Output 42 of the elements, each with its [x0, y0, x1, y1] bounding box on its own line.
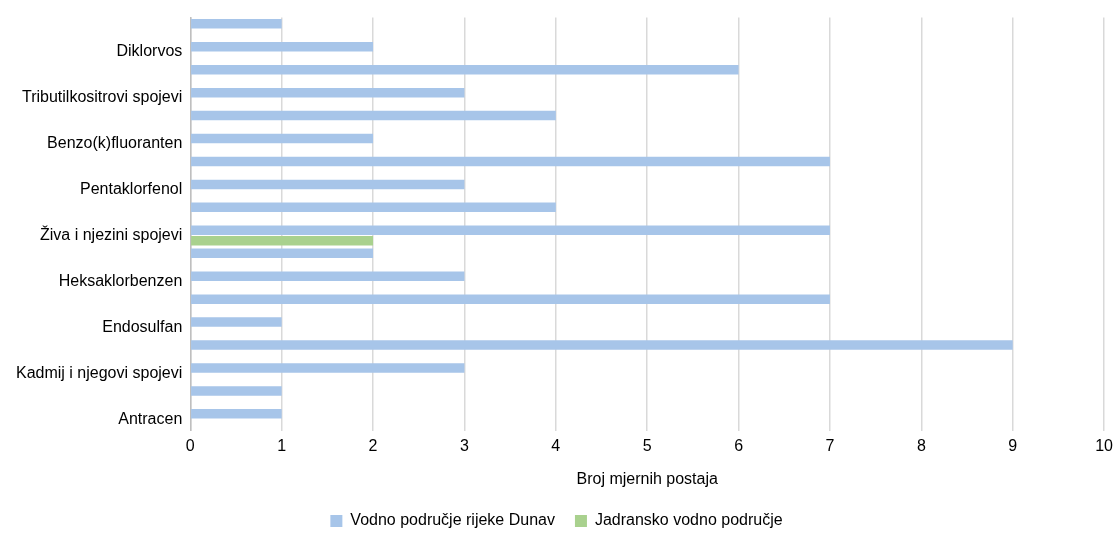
legend-label: Jadransko vodno područje — [594, 511, 783, 529]
x-tick-label: 6 — [734, 436, 744, 454]
bar — [191, 110, 556, 121]
bar — [191, 225, 830, 236]
bar — [191, 317, 282, 327]
x-tick-label: 10 — [1095, 436, 1114, 454]
y-tick-label: Kadmij i njegovi spojevi — [15, 363, 183, 381]
x-tick-label: 8 — [916, 436, 926, 454]
x-tick-label: 0 — [185, 436, 195, 454]
x-tick-label: 4 — [551, 436, 561, 454]
bar — [191, 133, 374, 144]
y-tick-label: Pentaklorfenol — [80, 180, 183, 198]
bar — [191, 41, 374, 52]
y-tick-label: Heksaklorbenzen — [58, 271, 183, 289]
bar — [191, 294, 830, 304]
bar — [191, 64, 739, 75]
x-tick-label: 3 — [459, 436, 469, 454]
x-tick-label: 7 — [825, 436, 835, 454]
bar — [191, 179, 465, 190]
y-tick-label: Benzo(k)fluoranten — [47, 134, 183, 152]
x-tick-label: 1 — [277, 436, 287, 454]
legend-label: Vodno područje rijeke Dunav — [350, 511, 555, 529]
y-tick-label: Antracen — [118, 409, 183, 427]
bar — [191, 236, 374, 246]
bar — [191, 248, 374, 258]
bar — [191, 363, 465, 373]
y-tick-label: Diklorvos — [116, 42, 183, 60]
y-tick-label: Živa i njezini spojevi — [40, 224, 183, 243]
bar — [191, 386, 282, 396]
x-tick-label: 2 — [368, 436, 378, 454]
bar — [191, 202, 556, 213]
y-tick-label: Endosulfan — [102, 317, 183, 335]
x-tick-label: 9 — [1008, 436, 1018, 454]
y-tick-label: Tributilkositrovi spojevi — [21, 88, 183, 106]
x-axis-title: Broj mjernih postaja — [576, 469, 718, 487]
bar — [191, 156, 830, 167]
bar — [191, 340, 1013, 350]
x-tick-label: 5 — [642, 436, 652, 454]
bar — [191, 271, 465, 281]
bar — [191, 87, 465, 98]
bar — [191, 19, 282, 29]
bar — [191, 409, 282, 419]
